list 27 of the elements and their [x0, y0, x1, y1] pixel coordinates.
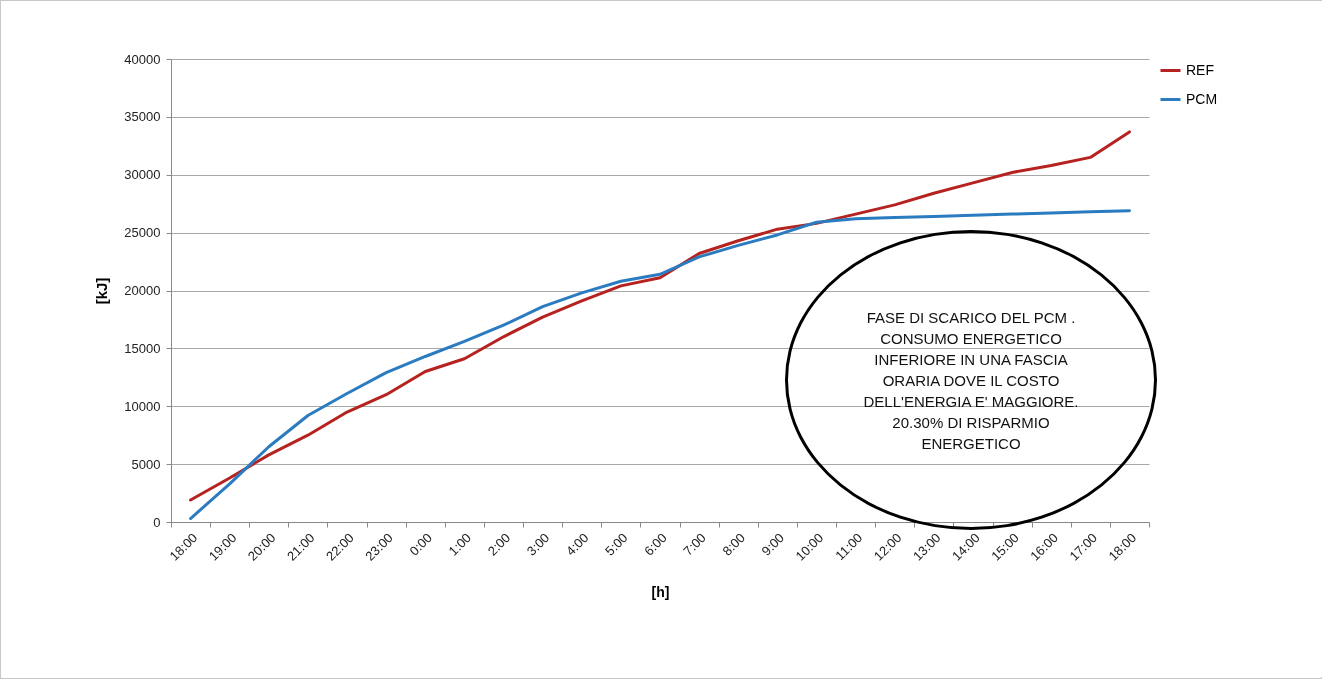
legend-label: REF: [1186, 61, 1214, 78]
x-tick-label: 0:00: [406, 530, 435, 559]
y-tick-label: 30000: [124, 167, 161, 183]
y-tick-label: 25000: [124, 225, 161, 241]
annotation: FASE DI SCARICO DEL PCM . CONSUMO ENERGETICO INFERIORE IN UNA FASCIA ORARIA DOVE IL COSTO DELL'ENERGIA E' MAGGIORE. 20.30% DI RISPARMIO ENERGETICO: [863, 307, 1079, 454]
line-series: [189, 209, 1131, 521]
y-axis-title: [kJ]: [93, 277, 111, 305]
x-tick-label: 3:00: [523, 530, 553, 559]
y-tick-label: 15000: [124, 340, 161, 356]
line-series: [189, 130, 1131, 502]
x-tick-label: 6:00: [641, 530, 670, 559]
x-tick-label: 8:00: [719, 530, 748, 559]
y-tick-label: 20000: [124, 283, 161, 298]
y-tick-label: 40000: [124, 51, 161, 67]
x-tick-label: 7:00: [680, 530, 709, 559]
x-tick-label: 1:00: [445, 530, 475, 559]
y-tick-label: 0: [153, 514, 161, 530]
x-tick-label: 9:00: [758, 530, 788, 559]
y-tick-label: 5000: [131, 456, 161, 472]
legend-label: PCM: [1186, 90, 1218, 107]
x-axis-title: [h]: [651, 583, 670, 600]
x-tick-label: 2:00: [484, 530, 514, 559]
y-tick-label: 35000: [124, 109, 161, 125]
x-tick-label: 5:00: [602, 530, 631, 559]
y-tick-label: 10000: [124, 398, 161, 414]
x-tick-label: 4:00: [562, 530, 592, 559]
ellipse-outline: FASE DI SCARICO DEL PCM . CONSUMO ENERGETICO INFERIORE IN UNA FASCIA ORARIA DOVE IL COSTO DELL'ENERGIA E' MAGGIORE. 20.30% DI RISPARMIO ENERGETICO: [785, 230, 1157, 530]
